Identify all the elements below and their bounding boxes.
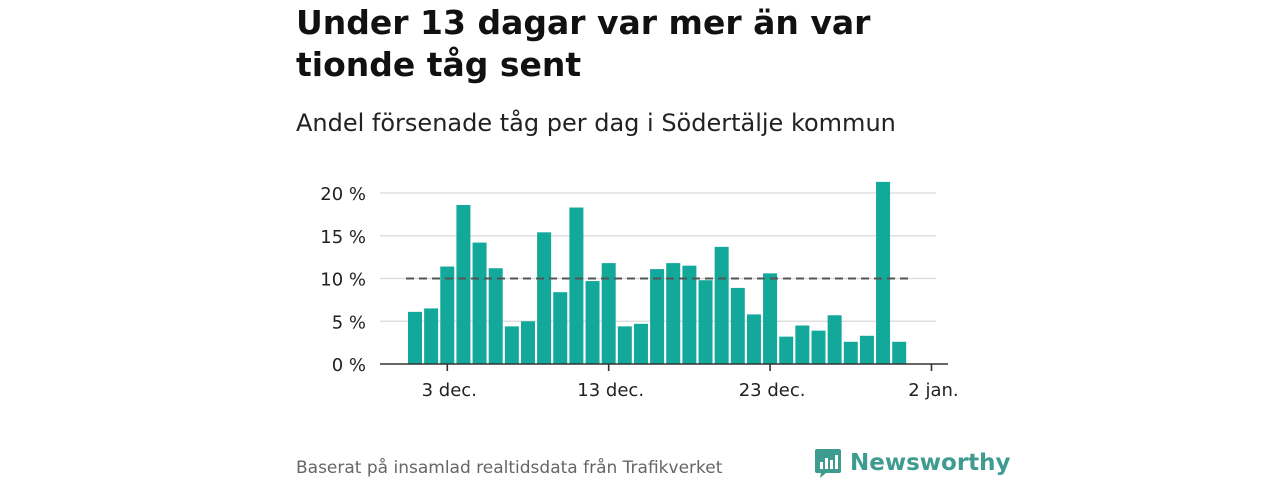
bar (424, 308, 439, 364)
bar (617, 326, 632, 364)
bar (746, 314, 761, 364)
bar (569, 207, 584, 364)
bar (456, 204, 471, 364)
bar (633, 323, 648, 364)
bar (666, 263, 681, 364)
y-tick-label: 10 % (320, 270, 366, 291)
bar (472, 242, 487, 364)
bar (779, 336, 794, 364)
bar (601, 263, 616, 364)
x-tick-label: 13 dec. (577, 380, 644, 401)
bar (827, 315, 842, 364)
bar (876, 181, 891, 364)
bar (698, 280, 713, 364)
chart-subtitle: Andel försenade tåg per dag i Södertälje… (296, 109, 896, 137)
chart-title: Under 13 dagar var mer än var tionde tåg… (296, 3, 871, 84)
x-tick-label: 23 dec. (739, 380, 806, 401)
bar (730, 287, 745, 364)
source-note: Baserat på insamlad realtidsdata från Tr… (296, 458, 723, 478)
brand-logo: Newsworthy (814, 446, 1011, 480)
bar (553, 292, 568, 364)
bar (585, 281, 600, 364)
y-tick-label: 5 % (332, 312, 366, 333)
bar-chart: 0 % 5 % 10 % 15 % 20 % 3 dec. 13 dec. 23 dec. 2 … (320, 181, 959, 401)
bar (892, 341, 907, 364)
newsworthy-logo-icon (815, 449, 841, 478)
bar (843, 341, 858, 364)
bar (811, 330, 826, 364)
bar (859, 335, 874, 364)
x-tick-label: 3 dec. (422, 380, 477, 401)
bar (795, 325, 810, 364)
bar (714, 246, 729, 364)
bar (440, 266, 455, 364)
bar (682, 265, 697, 364)
bar (504, 326, 519, 364)
y-tick-label: 0 % (332, 355, 366, 376)
y-tick-label: 15 % (320, 227, 366, 248)
bar (408, 311, 422, 364)
y-tick-label: 20 % (320, 184, 366, 205)
bar (520, 321, 535, 364)
bar (488, 268, 503, 364)
bar (763, 273, 778, 364)
bar (537, 232, 552, 364)
bar (650, 269, 665, 364)
brand-name: Newsworthy (850, 450, 1011, 476)
x-tick-label: 2 jan. (908, 380, 958, 401)
